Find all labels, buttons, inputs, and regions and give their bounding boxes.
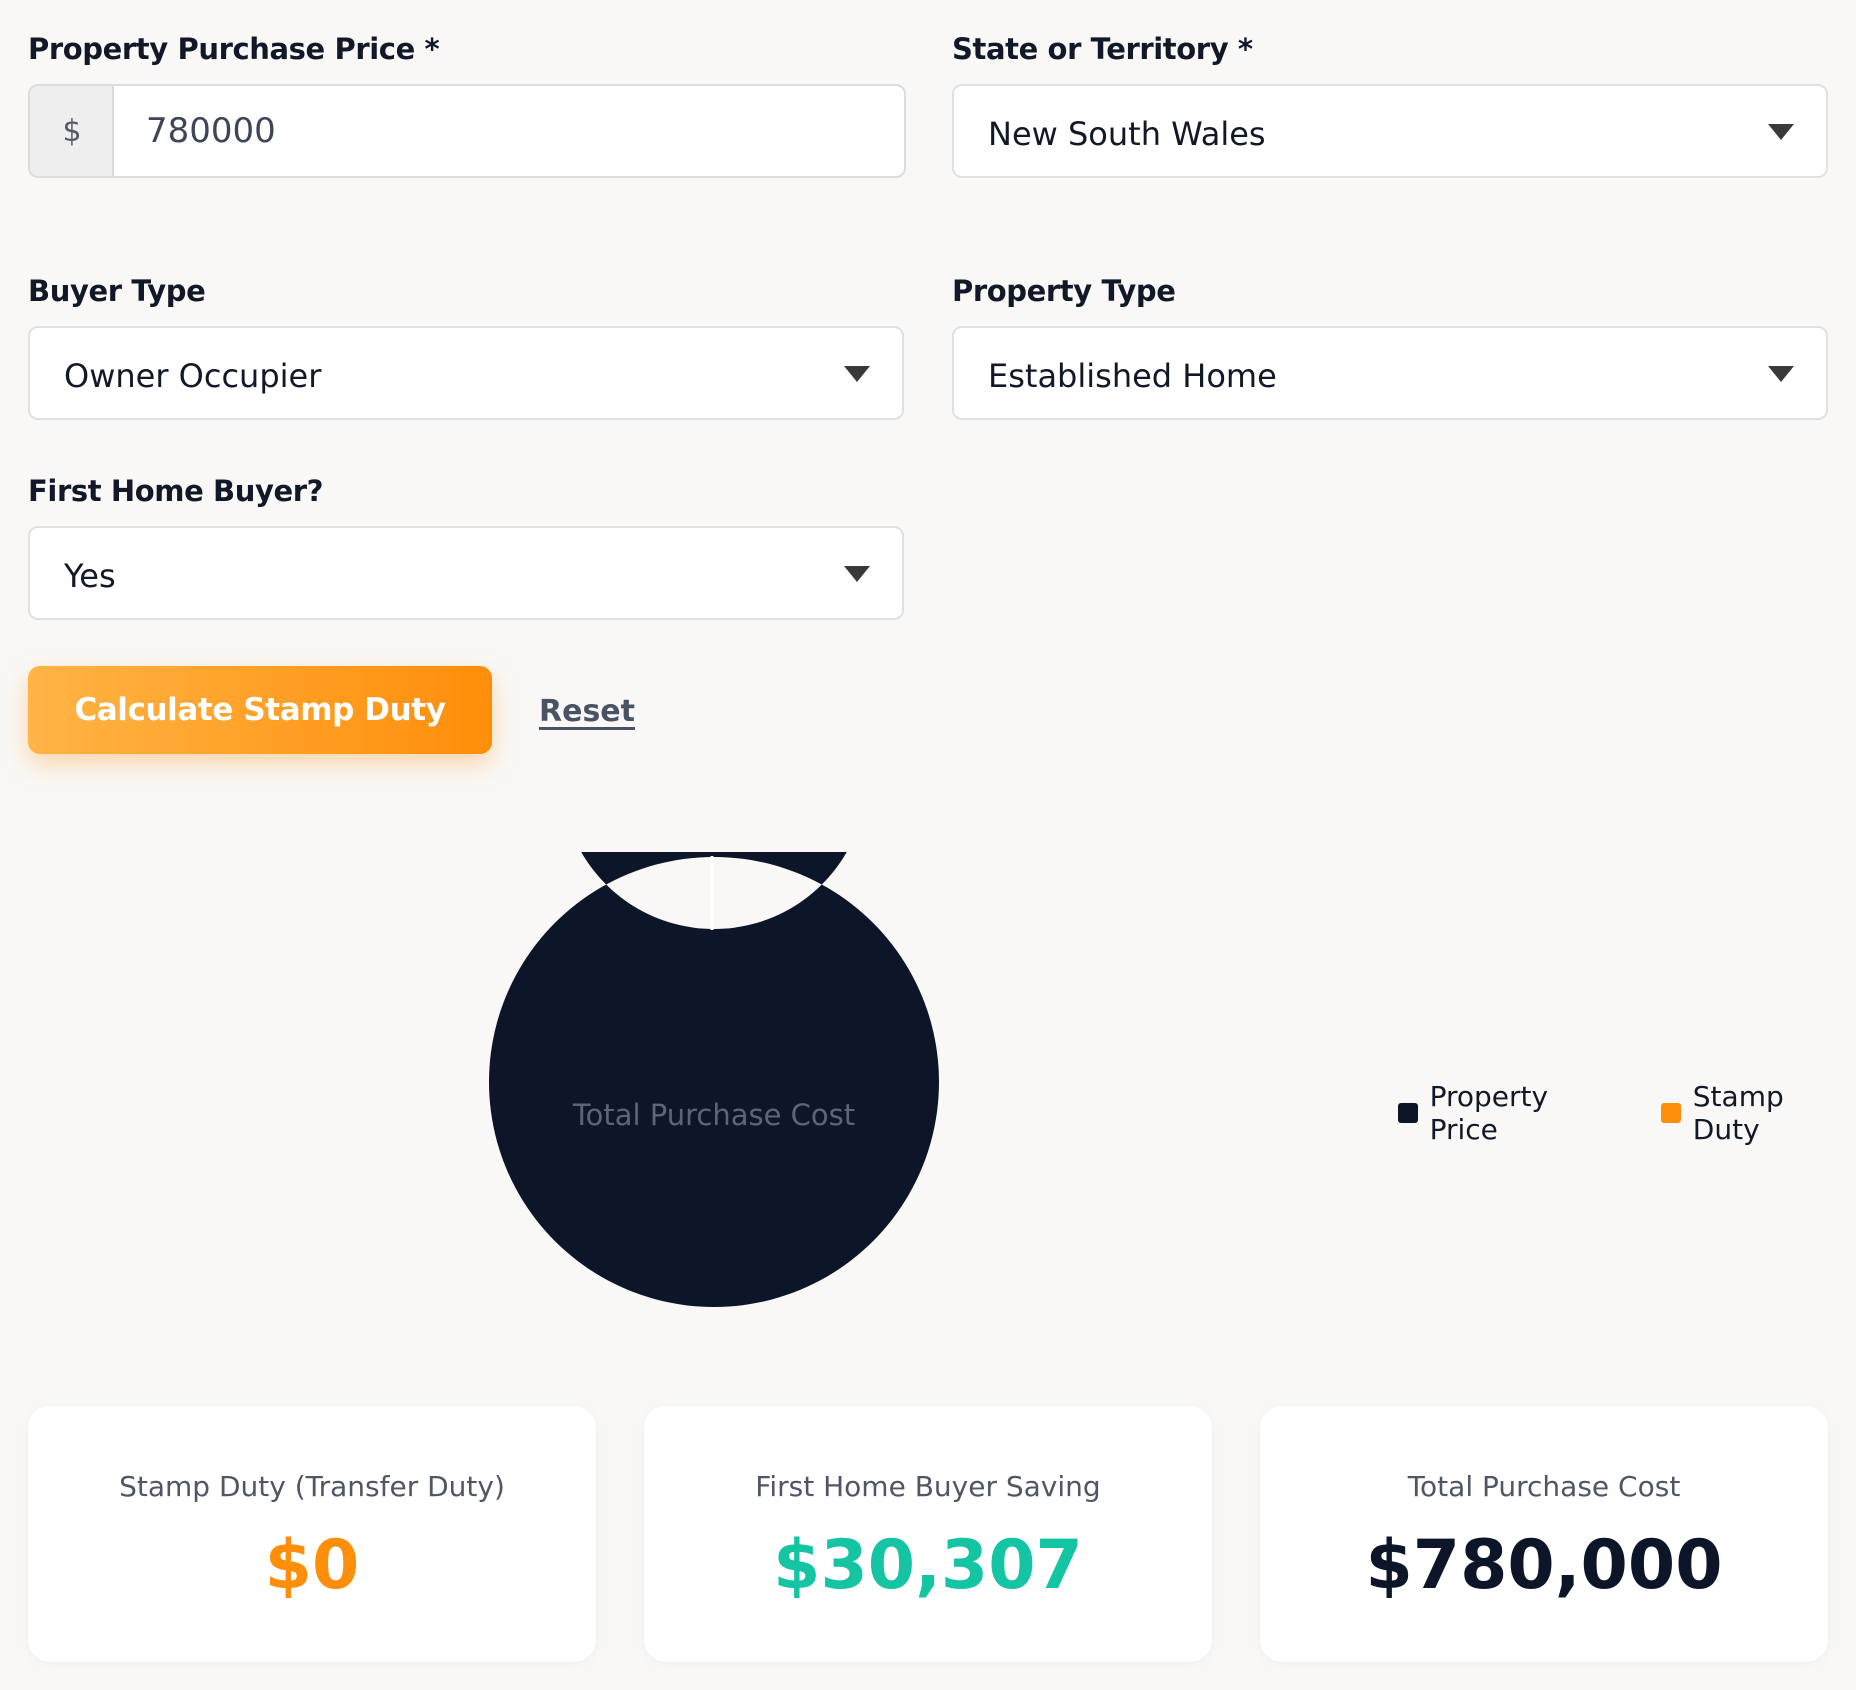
chevron-down-icon — [844, 366, 870, 382]
first-home-buyer-select[interactable]: Yes — [28, 526, 904, 620]
card-value: $0 — [264, 1526, 360, 1605]
chevron-down-icon — [1768, 124, 1794, 140]
legend-swatch — [1661, 1103, 1681, 1123]
property-type-selected-value: Established Home — [988, 357, 1277, 395]
state-label: State or Territory * — [952, 32, 1253, 66]
donut-svg — [489, 852, 939, 1307]
card-label: First Home Buyer Saving — [755, 1470, 1101, 1503]
legend-item-property-price[interactable]: Property Price — [1398, 1080, 1621, 1146]
first-home-buyer-label: First Home Buyer? — [28, 474, 324, 508]
price-label: Property Purchase Price * — [28, 32, 440, 66]
purchase-cost-donut-chart: $780,000 Total Purchase Cost — [484, 852, 944, 1312]
card-label: Stamp Duty (Transfer Duty) — [119, 1470, 505, 1503]
property-type-select[interactable]: Established Home — [952, 326, 1828, 420]
state-selected-value: New South Wales — [988, 115, 1266, 153]
donut-center-value: $780,000 — [577, 1010, 851, 1070]
legend-swatch — [1398, 1103, 1418, 1123]
stamp-duty-card: Stamp Duty (Transfer Duty) $0 — [28, 1406, 596, 1662]
card-value: $780,000 — [1365, 1526, 1723, 1605]
legend-label: Stamp Duty — [1692, 1080, 1784, 1146]
chart-legend: Property Price Stamp Duty — [1398, 1080, 1856, 1146]
state-select[interactable]: New South Wales — [952, 84, 1828, 178]
buyer-type-label: Buyer Type — [28, 274, 206, 308]
reset-link[interactable]: Reset — [539, 694, 635, 729]
purchase-price-input[interactable] — [112, 84, 906, 178]
legend-label: Property Price — [1429, 1080, 1549, 1146]
total-purchase-cost-card: Total Purchase Cost $780,000 — [1260, 1406, 1828, 1662]
donut-slice-property-price[interactable] — [489, 852, 939, 1307]
currency-prefix: $ — [28, 84, 114, 178]
card-value: $30,307 — [773, 1526, 1083, 1605]
legend-item-stamp-duty[interactable]: Stamp Duty — [1661, 1080, 1856, 1146]
calculate-stamp-duty-button[interactable]: Calculate Stamp Duty — [28, 666, 492, 754]
donut-center-label: Total Purchase Cost — [572, 1098, 856, 1132]
card-label: Total Purchase Cost — [1407, 1470, 1681, 1503]
chevron-down-icon — [844, 566, 870, 582]
buyer-type-selected-value: Owner Occupier — [64, 357, 322, 395]
property-type-label: Property Type — [952, 274, 1176, 308]
chevron-down-icon — [1768, 366, 1794, 382]
first-home-buyer-selected-value: Yes — [64, 557, 116, 595]
first-home-buyer-saving-card: First Home Buyer Saving $30,307 — [644, 1406, 1212, 1662]
buyer-type-select[interactable]: Owner Occupier — [28, 326, 904, 420]
